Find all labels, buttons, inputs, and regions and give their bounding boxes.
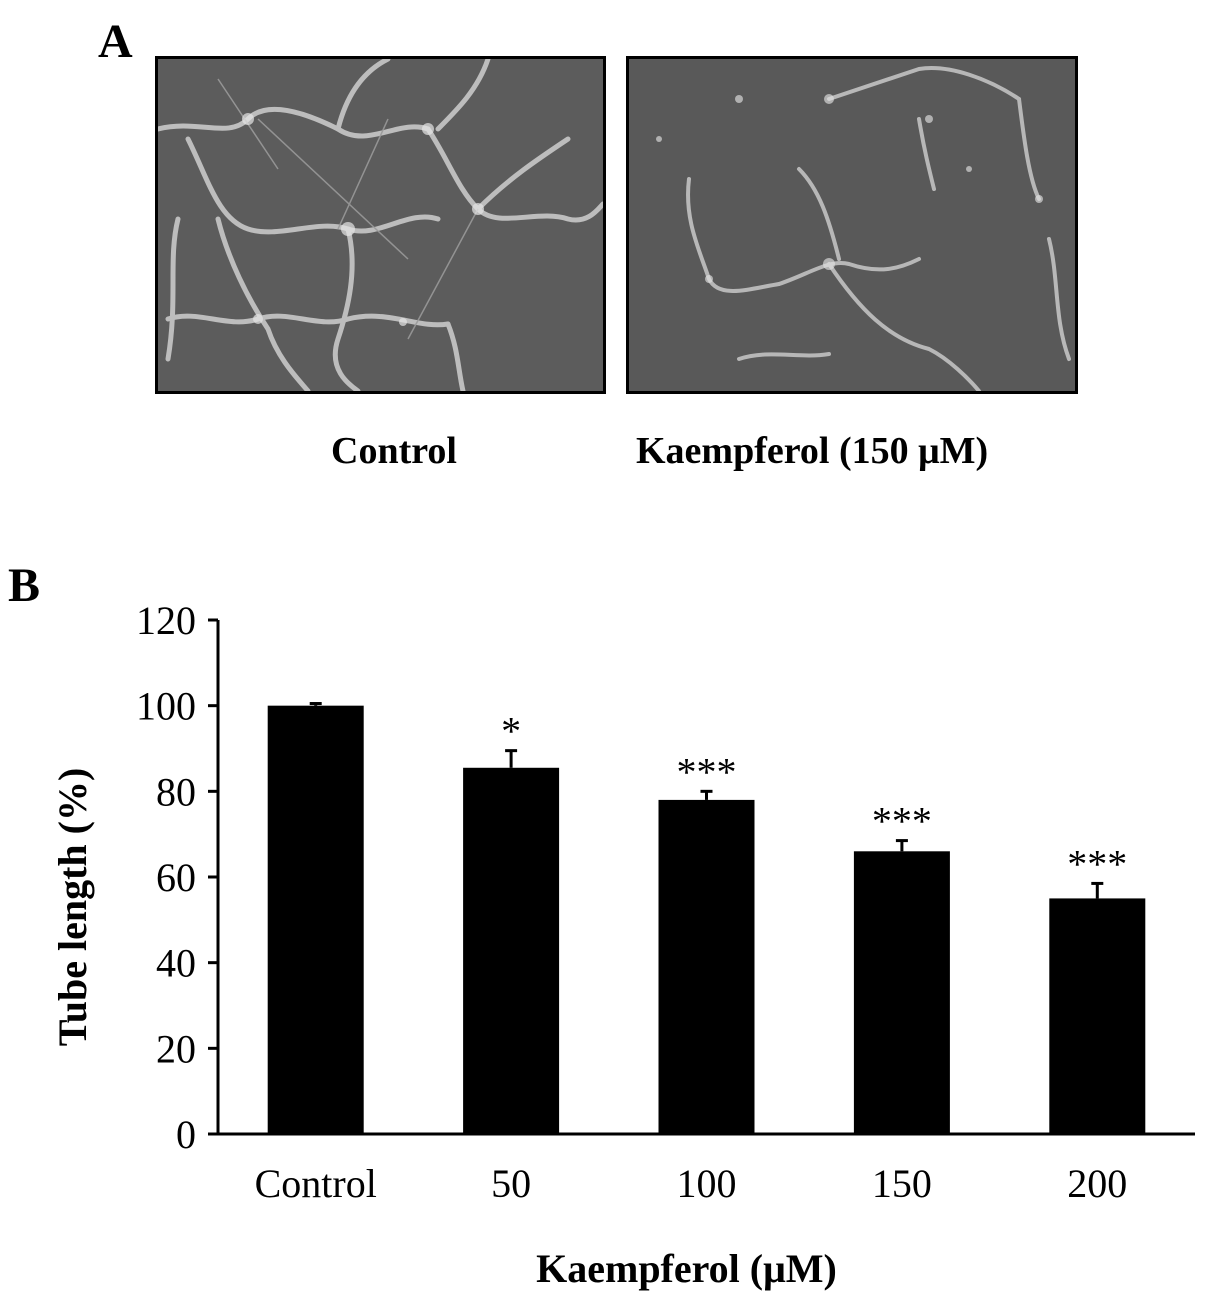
tube-length-bar-chart: 0 20 40 60 80 100 120 Control * 50 *** 100 *** 150 ***…: [50, 598, 1195, 1291]
significance-mark: ***: [677, 749, 737, 794]
x-tick-label: 150: [872, 1161, 932, 1206]
bar-control: [267, 705, 364, 1134]
kaempferol-micrograph: [626, 56, 1078, 394]
y-tick-label: 80: [156, 769, 196, 814]
y-tick-label: 20: [156, 1026, 196, 1071]
x-tick-label: Control: [255, 1161, 377, 1206]
x-tick-label: 50: [491, 1161, 531, 1206]
bar-200: [1049, 898, 1146, 1134]
control-caption: Control: [331, 430, 457, 472]
bar-50: [463, 767, 560, 1134]
x-tick-label: 200: [1067, 1161, 1127, 1206]
y-tick-label: 120: [136, 598, 196, 643]
significance-mark: ***: [872, 799, 932, 844]
y-tick-label: 60: [156, 855, 196, 900]
kaempferol-caption: Kaempferol (150 μM): [636, 430, 989, 472]
y-tick-label: 40: [156, 941, 196, 986]
control-micrograph: [155, 56, 606, 394]
bar-100: [658, 799, 755, 1134]
y-axis-title: Tube length (%): [50, 768, 95, 1047]
panel-b-label: B: [8, 559, 41, 612]
panel-a-label: A: [98, 15, 133, 68]
x-axis-title: Kaempferol (μM): [536, 1246, 837, 1291]
significance-mark: *: [501, 709, 521, 754]
significance-mark: ***: [1067, 841, 1127, 886]
y-tick-label: 100: [136, 684, 196, 729]
y-tick-label: 0: [176, 1112, 196, 1157]
x-tick-label: 100: [677, 1161, 737, 1206]
bar-150: [853, 851, 950, 1134]
